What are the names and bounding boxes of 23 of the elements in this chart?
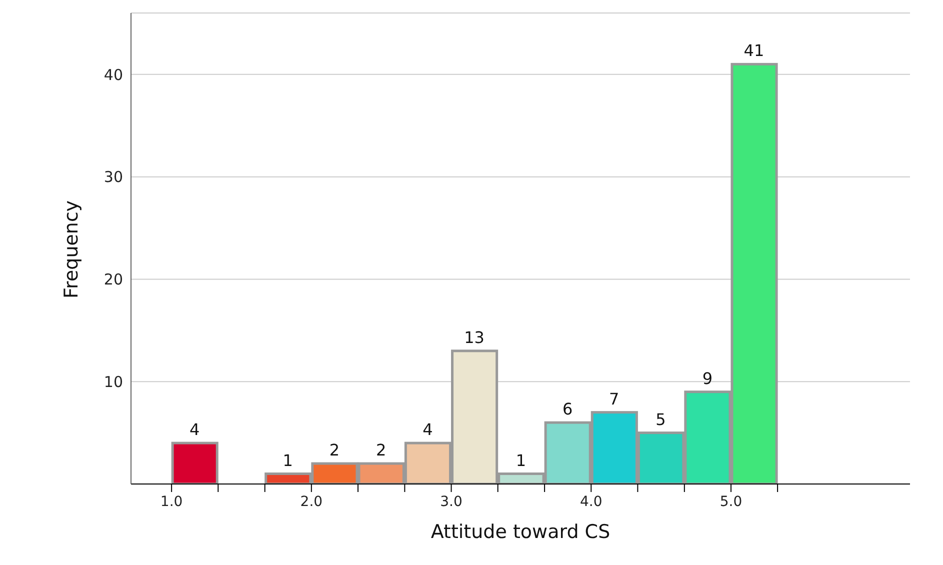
y-tick-label: 20 bbox=[104, 270, 123, 289]
data-label: 7 bbox=[609, 389, 620, 408]
y-tick-label: 30 bbox=[104, 168, 123, 186]
data-label: 13 bbox=[464, 328, 484, 347]
data-label: 41 bbox=[744, 41, 764, 60]
x-tick-label: 5.0 bbox=[720, 494, 742, 510]
x-tick-label: 2.0 bbox=[300, 494, 323, 510]
data-label: 4 bbox=[422, 420, 433, 440]
data-label: 1 bbox=[282, 450, 293, 470]
x-tick-label: 4.0 bbox=[580, 494, 602, 510]
data-label: 2 bbox=[376, 440, 386, 460]
data-label: 1 bbox=[516, 450, 526, 470]
y-tick-label: 10 bbox=[104, 372, 123, 391]
data-label: 9 bbox=[702, 368, 713, 388]
data-label: 6 bbox=[562, 400, 573, 419]
data-label: 4 bbox=[189, 420, 200, 440]
y-tick-label: 40 bbox=[104, 66, 123, 84]
x-tick-label: 3.0 bbox=[440, 494, 462, 510]
data-label: 2 bbox=[329, 440, 340, 460]
data-label: 5 bbox=[656, 410, 666, 429]
y-axis-title: Frequency bbox=[60, 200, 83, 298]
x-axis-title: Attitude toward CS bbox=[430, 521, 610, 543]
x-tick-label: 1.0 bbox=[160, 494, 183, 510]
